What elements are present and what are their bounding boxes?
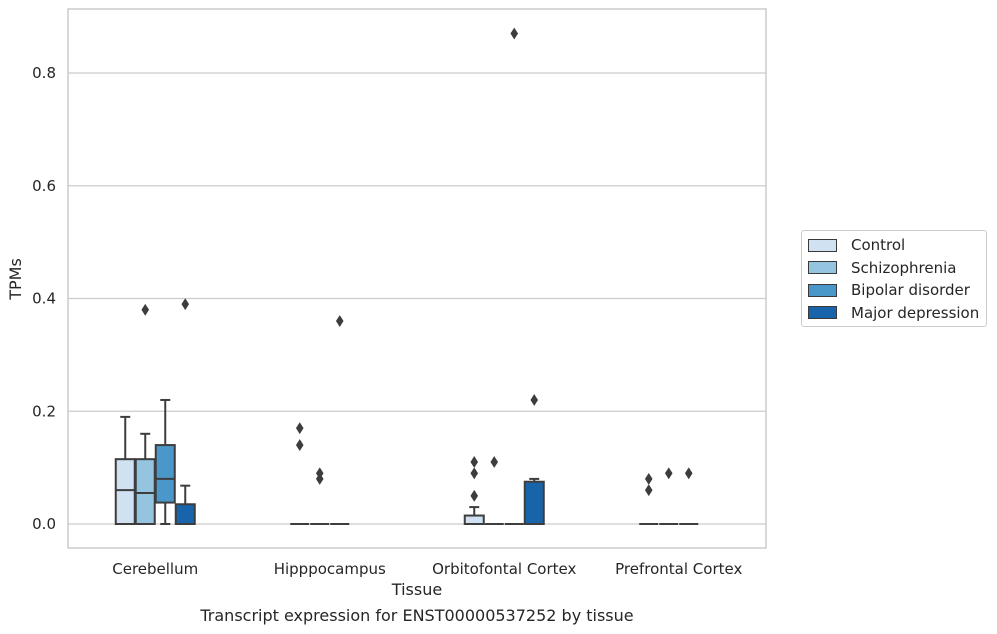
legend-label: Bipolar disorder bbox=[851, 281, 970, 299]
outlier-point bbox=[470, 467, 479, 480]
outlier-point bbox=[530, 394, 539, 406]
legend-label: Schizophrenia bbox=[851, 258, 957, 277]
x-tick-label: Cerebellum bbox=[112, 560, 198, 578]
legend-item: Schizophrenia bbox=[808, 258, 956, 278]
outlier-points bbox=[141, 27, 693, 502]
outlier-point bbox=[335, 315, 344, 327]
box bbox=[523, 480, 545, 525]
outlier-point bbox=[664, 467, 673, 480]
outlier-point bbox=[295, 439, 304, 452]
x-tick-label: Orbitofontal Cortex bbox=[432, 560, 576, 578]
y-tick-label: 0.0 bbox=[32, 515, 56, 533]
boxplots bbox=[114, 398, 699, 526]
outlier-point bbox=[295, 422, 304, 435]
y-tick-label: 0.8 bbox=[32, 64, 56, 82]
legend-swatch bbox=[808, 238, 837, 252]
x-axis-label: Tissue bbox=[391, 580, 442, 599]
box bbox=[463, 514, 485, 526]
boxplot bbox=[174, 484, 196, 525]
box bbox=[134, 458, 156, 526]
legend-item: Bipolar disorder bbox=[808, 280, 970, 300]
chart-caption: Transcript expression for ENST0000053725… bbox=[200, 606, 634, 625]
y-tick-label: 0.6 bbox=[32, 177, 56, 195]
legend: Control Schizophrenia Bipolar disorder Majo… bbox=[801, 230, 987, 327]
legend-label: Major depression bbox=[851, 303, 980, 322]
x-tick-label: Hipppocampus bbox=[274, 560, 386, 578]
y-tick-label: 0.2 bbox=[32, 402, 56, 420]
box bbox=[154, 444, 176, 504]
boxplot bbox=[114, 415, 136, 526]
outlier-point bbox=[315, 472, 324, 485]
x-tick-label: Prefrontal Cortex bbox=[615, 560, 742, 578]
y-tick-labels: 0.0 0.2 0.4 0.6 0.8 bbox=[32, 64, 56, 533]
legend-swatch bbox=[808, 283, 837, 297]
boxplot bbox=[154, 398, 176, 525]
legend-label: Control bbox=[851, 236, 906, 254]
boxplot bbox=[523, 477, 545, 525]
outlier-point bbox=[490, 456, 499, 468]
legend-item: Control bbox=[808, 235, 905, 255]
outlier-point bbox=[181, 298, 190, 311]
legend-swatch bbox=[808, 261, 837, 274]
y-axis-label: TPMs bbox=[6, 258, 25, 301]
boxplot bbox=[463, 506, 485, 526]
box bbox=[114, 458, 136, 526]
outlier-point bbox=[644, 484, 653, 497]
legend-item: Major depression bbox=[808, 303, 979, 323]
plot-area bbox=[68, 9, 766, 548]
outlier-point bbox=[141, 303, 150, 316]
outlier-point bbox=[510, 27, 519, 40]
boxplot bbox=[134, 432, 156, 526]
outlier-point bbox=[684, 467, 693, 480]
outlier-point bbox=[470, 489, 479, 502]
y-tick-label: 0.4 bbox=[32, 290, 56, 308]
x-tick-labels: Cerebellum Hipppocampus Orbitofontal Corte… bbox=[112, 560, 742, 578]
legend-swatch bbox=[808, 306, 837, 319]
plot-frame bbox=[67, 8, 767, 549]
outlier-point bbox=[470, 456, 479, 468]
box bbox=[174, 503, 196, 525]
outlier-point bbox=[644, 472, 653, 485]
